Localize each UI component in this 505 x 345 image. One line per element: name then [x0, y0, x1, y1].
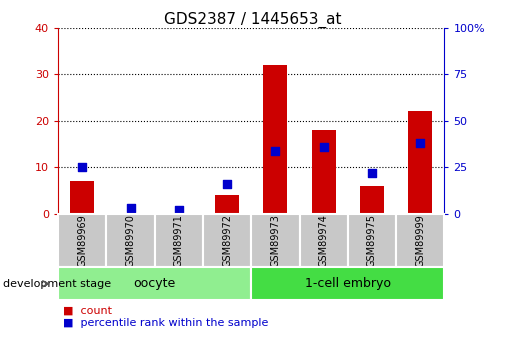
- Text: GSM89970: GSM89970: [126, 214, 135, 267]
- FancyBboxPatch shape: [203, 214, 251, 267]
- Text: GSM89974: GSM89974: [319, 214, 329, 267]
- FancyBboxPatch shape: [396, 214, 444, 267]
- Point: [271, 148, 279, 153]
- FancyBboxPatch shape: [58, 267, 251, 300]
- Text: development stage: development stage: [3, 279, 111, 289]
- Text: GSM89972: GSM89972: [222, 214, 232, 267]
- Bar: [360, 186, 384, 214]
- Bar: [408, 111, 432, 214]
- Bar: [263, 65, 287, 214]
- Text: ■  percentile rank within the sample: ■ percentile rank within the sample: [63, 318, 269, 327]
- FancyBboxPatch shape: [107, 214, 155, 267]
- Point: [368, 170, 376, 176]
- Point: [78, 165, 86, 170]
- Bar: [70, 181, 94, 214]
- FancyBboxPatch shape: [155, 214, 203, 267]
- Text: GDS2387 / 1445653_at: GDS2387 / 1445653_at: [164, 12, 341, 28]
- FancyBboxPatch shape: [251, 267, 444, 300]
- Text: GSM89971: GSM89971: [174, 214, 184, 267]
- Point: [175, 207, 183, 213]
- Text: ■  count: ■ count: [63, 306, 112, 315]
- Point: [416, 140, 424, 146]
- FancyBboxPatch shape: [299, 214, 348, 267]
- Point: [320, 144, 328, 150]
- Point: [223, 181, 231, 187]
- Text: oocyte: oocyte: [133, 277, 176, 290]
- Text: GSM89999: GSM89999: [415, 214, 425, 267]
- FancyBboxPatch shape: [348, 214, 396, 267]
- Bar: [312, 130, 336, 214]
- Text: GSM89975: GSM89975: [367, 214, 377, 267]
- Text: GSM89973: GSM89973: [270, 214, 280, 267]
- Point: [126, 206, 134, 211]
- Text: GSM89969: GSM89969: [77, 214, 87, 267]
- FancyBboxPatch shape: [251, 214, 299, 267]
- Text: 1-cell embryo: 1-cell embryo: [305, 277, 391, 290]
- FancyBboxPatch shape: [58, 214, 107, 267]
- Bar: [215, 195, 239, 214]
